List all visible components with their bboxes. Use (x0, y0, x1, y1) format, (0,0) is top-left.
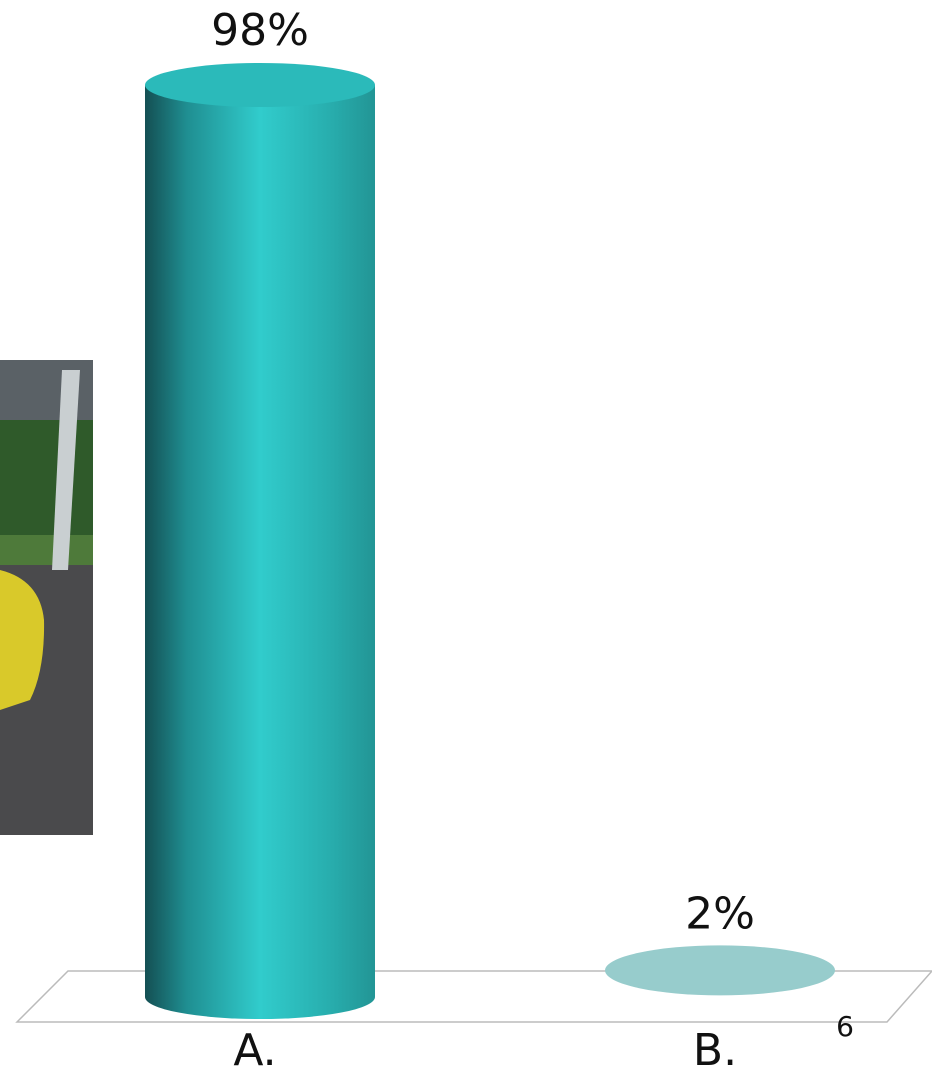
slide-number: 6 (836, 1010, 854, 1043)
cylinder-body (145, 85, 375, 1019)
value-label: 98% (211, 5, 309, 56)
x-tick-label: B. (693, 1025, 737, 1074)
cylinder-body (605, 945, 835, 996)
x-tick-label: A. (233, 1025, 276, 1074)
photo (0, 360, 93, 835)
value-label: 2% (685, 888, 755, 939)
cylinder-top (145, 63, 375, 107)
floor (15, 970, 932, 1023)
